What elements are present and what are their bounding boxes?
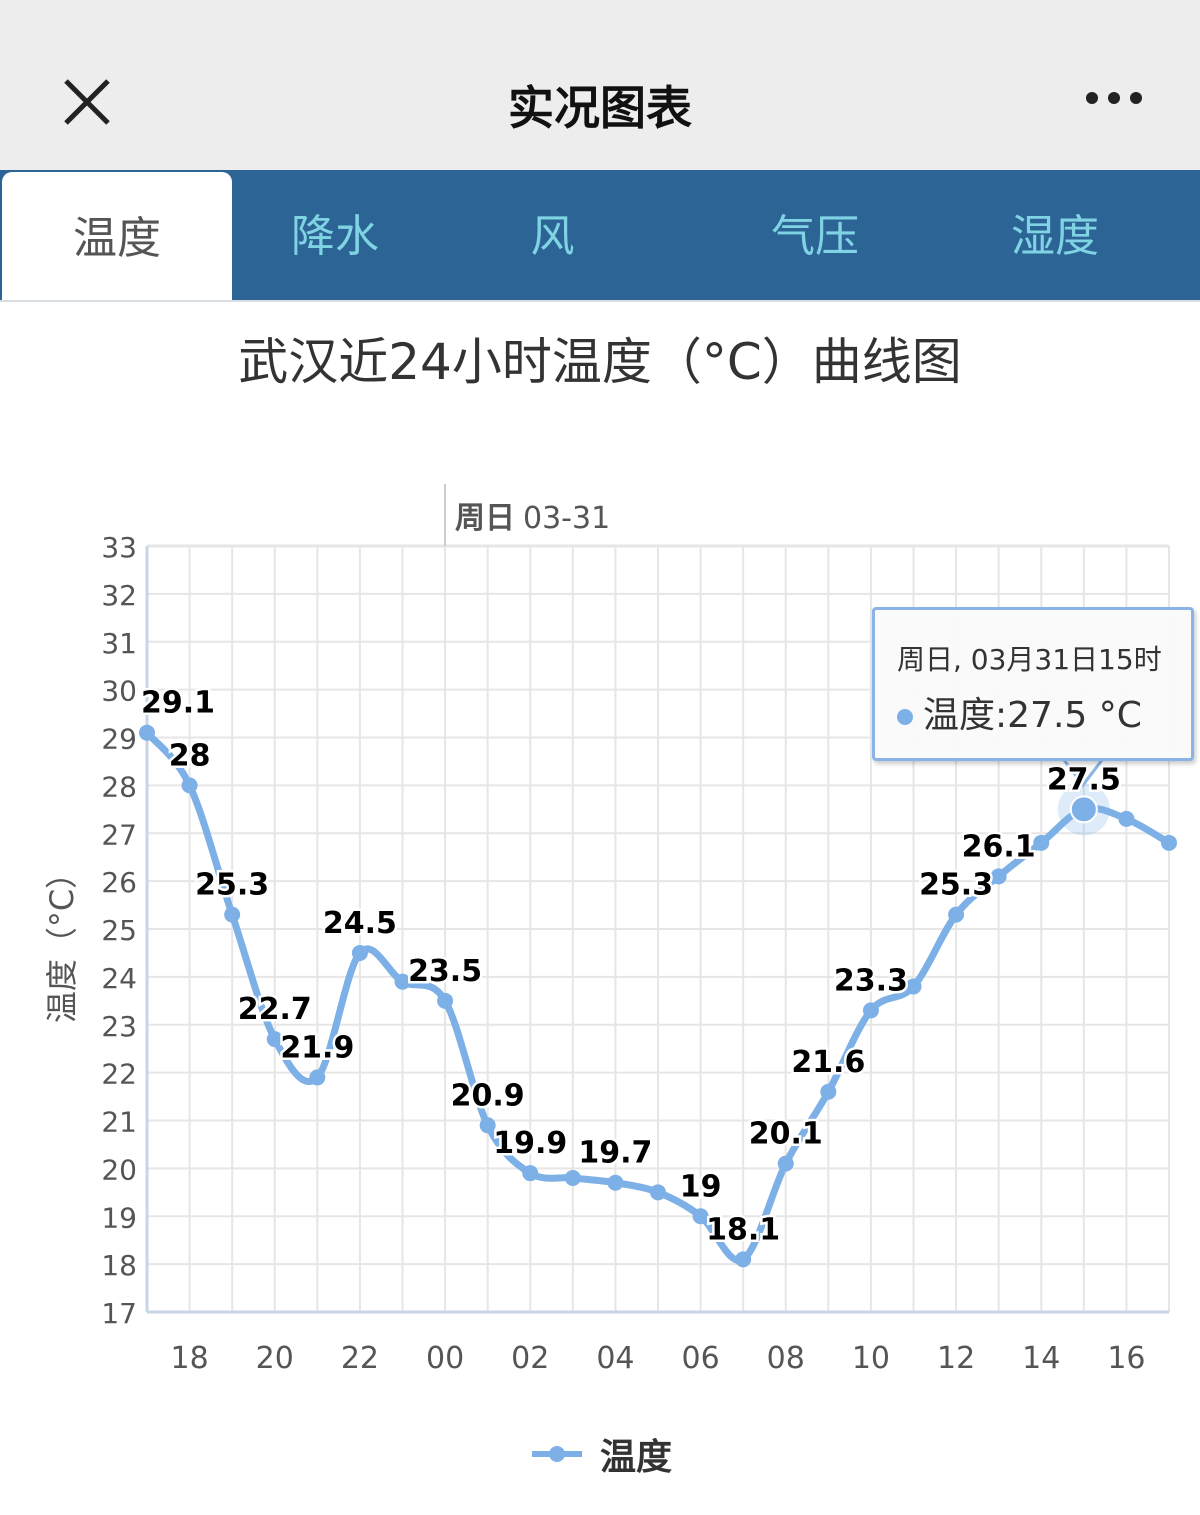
tab-precipitation[interactable]: 降水 xyxy=(291,211,379,262)
legend-label: 温度 xyxy=(600,1437,673,1478)
data-label: 24.5 xyxy=(323,906,397,941)
data-label: 23.3 xyxy=(834,963,908,998)
data-label: 19.7 xyxy=(578,1136,652,1171)
data-point xyxy=(437,992,454,1009)
tooltip-pointer xyxy=(1062,759,1104,788)
data-label: 18.1 xyxy=(706,1212,780,1247)
tab-wind[interactable]: 风 xyxy=(530,211,575,262)
data-label: 25.3 xyxy=(195,868,269,903)
data-label: 20.9 xyxy=(451,1078,525,1113)
legend-item-temperature[interactable]: 温度 xyxy=(532,1428,672,1480)
data-label: 26.1 xyxy=(962,829,1036,864)
data-point xyxy=(224,906,241,923)
data-point xyxy=(735,1251,752,1268)
data-point xyxy=(990,868,1007,885)
tab-temperature[interactable]: 温度 xyxy=(2,172,232,300)
tooltip: 周日, 03月31日15时 温度:27.5 °C xyxy=(872,607,1194,761)
data-point xyxy=(1033,834,1050,851)
data-point xyxy=(905,978,922,995)
y-tick-label: 29 xyxy=(101,723,137,756)
y-tick-label: 21 xyxy=(101,1106,137,1139)
x-tick-label: 04 xyxy=(596,1341,634,1376)
data-label: 19.9 xyxy=(493,1126,567,1161)
x-tick-label: 16 xyxy=(1107,1341,1145,1376)
data-point xyxy=(862,1002,879,1019)
data-point xyxy=(139,724,155,741)
data-point xyxy=(266,1031,283,1048)
data-point-highlight xyxy=(1069,795,1098,824)
tooltip-time: 周日, 03月31日15时 xyxy=(897,643,1162,676)
y-tick-label: 20 xyxy=(101,1153,137,1186)
y-tick-label: 22 xyxy=(101,1058,137,1091)
data-point xyxy=(820,1083,837,1100)
data-point xyxy=(1118,810,1135,827)
y-tick-label: 28 xyxy=(101,770,137,803)
data-label: 20.1 xyxy=(749,1117,823,1152)
y-tick-label: 23 xyxy=(101,1010,137,1043)
day-marker: 周日 03-31 xyxy=(455,501,610,536)
data-point xyxy=(650,1184,666,1201)
x-tick-label: 02 xyxy=(511,1341,549,1376)
data-point xyxy=(351,944,368,961)
data-label: 19 xyxy=(680,1169,722,1204)
data-label: 25.3 xyxy=(919,868,993,903)
data-label: 29.1 xyxy=(141,686,215,721)
more-icon[interactable] xyxy=(1086,92,1142,104)
y-tick-label: 31 xyxy=(101,627,137,660)
y-tick-label: 18 xyxy=(101,1249,137,1282)
x-tick-label: 18 xyxy=(170,1341,208,1376)
x-tick-label: 22 xyxy=(341,1341,379,1376)
x-tick-label: 14 xyxy=(1022,1341,1060,1376)
data-point xyxy=(777,1155,794,1172)
data-label: 27.5 xyxy=(1047,762,1121,797)
x-tick-label: 10 xyxy=(852,1341,890,1376)
chart-title: 武汉近24小时温度（°C）曲线图 xyxy=(238,333,962,391)
y-tick-label: 24 xyxy=(101,962,137,995)
data-point xyxy=(948,906,965,923)
data-point xyxy=(394,973,411,990)
data-label: 21.6 xyxy=(791,1045,865,1080)
x-tick-label: 00 xyxy=(426,1341,464,1376)
tab-bar: 温度 降水 风 气压 湿度 xyxy=(0,170,1200,302)
y-axis-label: 温度（°C） xyxy=(43,857,81,1023)
x-tick-label: 08 xyxy=(767,1341,805,1376)
data-point xyxy=(1161,834,1177,851)
legend-line-icon xyxy=(532,1446,582,1462)
data-point xyxy=(607,1174,624,1191)
tab-humidity[interactable]: 湿度 xyxy=(1011,211,1099,262)
y-tick-label: 17 xyxy=(101,1297,137,1330)
data-point xyxy=(309,1069,326,1086)
y-tick-label: 30 xyxy=(101,675,137,708)
data-point xyxy=(479,1117,496,1134)
y-tick-label: 19 xyxy=(101,1201,137,1234)
x-tick-label: 20 xyxy=(256,1341,294,1376)
page-title: 实况图表 xyxy=(508,81,692,135)
data-label: 22.7 xyxy=(238,992,312,1027)
x-tick-label: 06 xyxy=(681,1341,719,1376)
data-point xyxy=(522,1165,539,1182)
y-tick-label: 27 xyxy=(101,818,137,851)
data-point xyxy=(181,777,198,794)
tooltip-value: 温度:27.5 °C xyxy=(897,686,1142,738)
series-line-temperature xyxy=(144,730,1171,1264)
series-dot-icon xyxy=(897,709,913,725)
data-label: 28 xyxy=(169,738,211,773)
y-tick-label: 33 xyxy=(101,531,137,564)
data-label: 21.9 xyxy=(280,1030,354,1065)
close-icon[interactable] xyxy=(60,75,114,129)
top-bar: 实况图表 xyxy=(0,0,1200,170)
data-point xyxy=(692,1208,709,1225)
tab-pressure[interactable]: 气压 xyxy=(771,211,859,262)
y-tick-label: 25 xyxy=(101,914,137,947)
data-point xyxy=(564,1169,581,1186)
x-tick-label: 12 xyxy=(937,1341,975,1376)
y-tick-label: 26 xyxy=(101,866,137,899)
data-label: 23.5 xyxy=(408,954,482,989)
y-tick-label: 32 xyxy=(101,579,137,612)
